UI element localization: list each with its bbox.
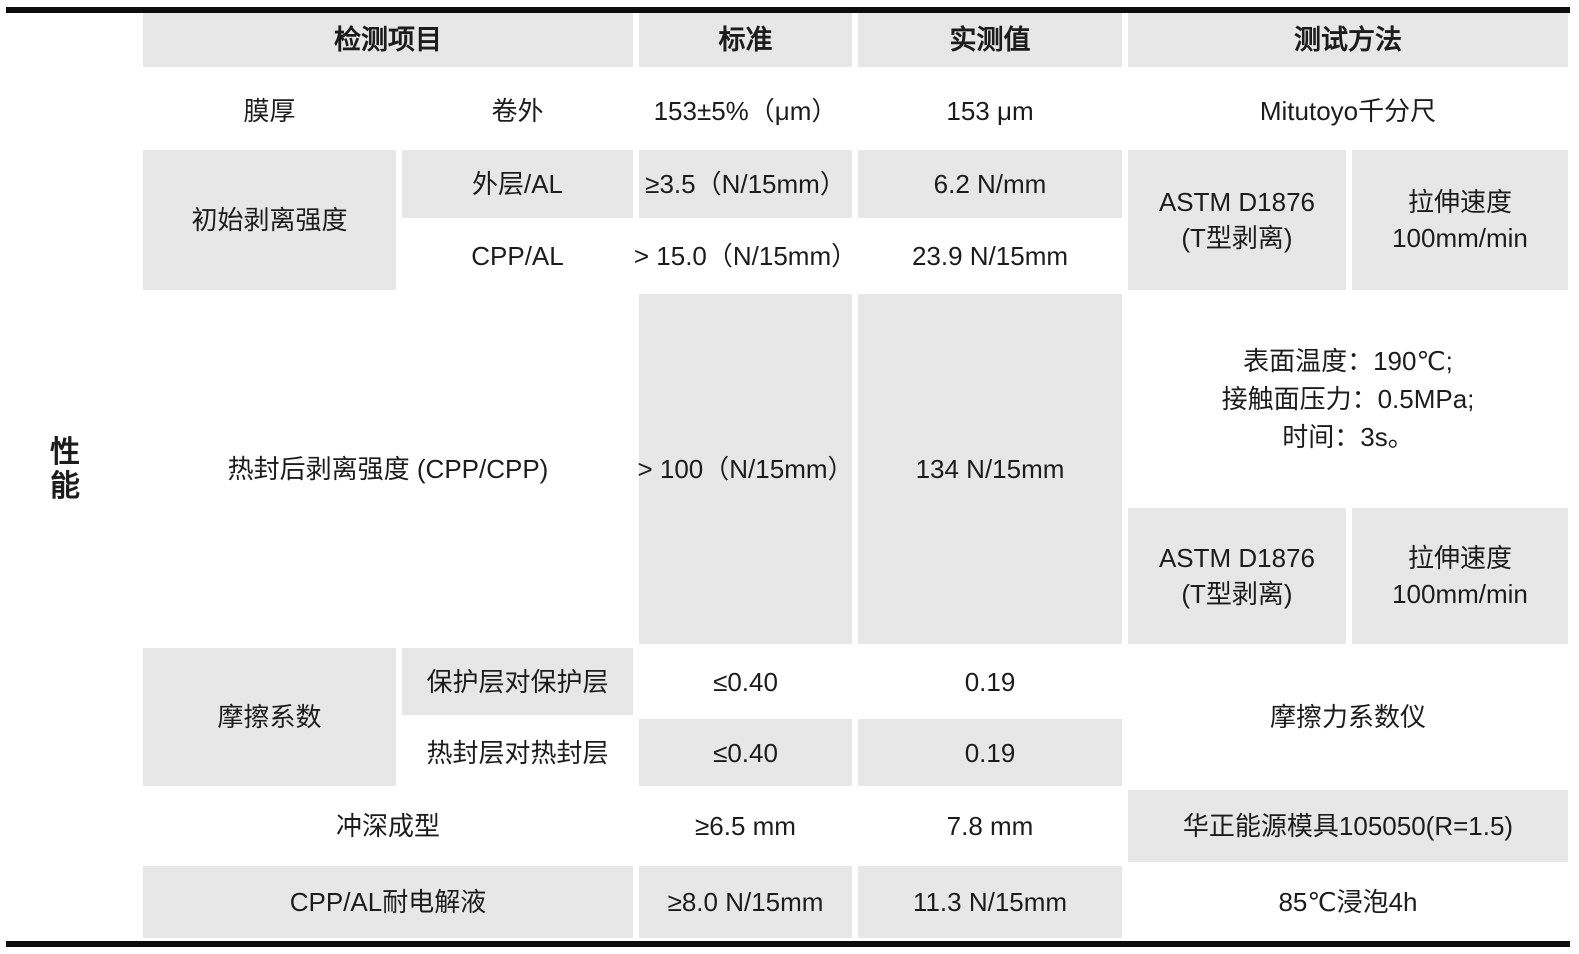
- column-header-item: 检测项目: [143, 13, 633, 67]
- cell-deep-draw-item: 冲深成型: [335, 811, 440, 841]
- cell-film-method: Mitutoyo千分尺: [1259, 95, 1437, 126]
- cell-electrolyte-method: 85℃浸泡4h: [1278, 887, 1418, 917]
- cell-initial-peel-outer-standard: ≥3.5（N/15mm）: [639, 150, 852, 218]
- column-header-method: 测试方法: [1128, 13, 1568, 67]
- cell-film-item: 膜厚: [243, 95, 296, 126]
- cell-initial-peel-outer-sub: 外层/AL: [402, 150, 633, 218]
- cell-electrolyte-measured: 11.3 N/15mm: [858, 866, 1122, 938]
- cell-film-measured: 153 μm: [946, 95, 1034, 126]
- cell-film-sub: 卷外: [491, 95, 544, 126]
- cell-heat-seal-speed: 拉伸速度 100mm/min: [1352, 508, 1568, 644]
- top-rule: [6, 7, 1570, 13]
- cell-heat-seal-condition: 表面温度：190℃; 接触面压力：0.5MPa; 时间：3s。: [1128, 294, 1568, 503]
- speed-line: 拉伸速度: [1407, 543, 1512, 573]
- cell-friction-seal-sub: 热封层对热封层: [426, 737, 609, 768]
- cell-friction-seal-standard: ≤0.40: [639, 719, 852, 786]
- cell-initial-peel-cpp-sub: CPP/AL: [471, 241, 564, 271]
- cell-friction-protect-standard: ≤0.40: [713, 666, 778, 697]
- cell-friction-protect-measured: 0.19: [964, 666, 1016, 697]
- cell-deep-draw-method: 华正能源模具105050(R=1.5): [1128, 790, 1568, 862]
- bottom-rule: [6, 941, 1570, 947]
- method-line: ASTM D1876: [1158, 543, 1316, 573]
- cell-electrolyte-item: CPP/AL耐电解液: [143, 866, 633, 938]
- cell-film-standard: 153±5%（μm）: [653, 95, 838, 126]
- cell-initial-peel-outer-measured: 6.2 N/mm: [858, 150, 1122, 218]
- cell-initial-peel-method: ASTM D1876 (T型剥离): [1128, 150, 1346, 290]
- condition-line: 表面温度：190℃;: [1243, 345, 1453, 376]
- cell-heat-seal-method: ASTM D1876 (T型剥离): [1128, 508, 1346, 644]
- cell-initial-peel-cpp-standard: > 15.0（N/15mm）: [633, 241, 858, 271]
- cell-friction-seal-measured: 0.19: [858, 719, 1122, 786]
- method-line: ASTM D1876: [1158, 187, 1316, 217]
- cell-initial-peel-cpp-measured: 23.9 N/15mm: [911, 241, 1069, 271]
- cell-heat-seal-standard: > 100（N/15mm）: [637, 294, 854, 644]
- cell-friction-item: 摩擦系数: [143, 648, 396, 786]
- cell-initial-peel-item: 初始剥离强度: [143, 150, 396, 290]
- speed-line: 拉伸速度: [1407, 187, 1512, 217]
- method-line: (T型剥离): [1181, 223, 1293, 253]
- column-header-measured: 实测值: [858, 13, 1122, 67]
- cell-deep-draw-measured: 7.8 mm: [946, 811, 1034, 841]
- speed-line: 100mm/min: [1392, 223, 1528, 253]
- condition-line: 接触面压力：0.5MPa;: [1221, 383, 1475, 414]
- row-group-label-performance: 性能: [50, 436, 80, 503]
- column-header-standard: 标准: [639, 13, 852, 67]
- condition-line: 时间：3s。: [1282, 421, 1414, 452]
- cell-electrolyte-standard: ≥8.0 N/15mm: [639, 866, 852, 938]
- cell-deep-draw-standard: ≥6.5 mm: [695, 811, 796, 841]
- cell-initial-peel-speed: 拉伸速度 100mm/min: [1352, 150, 1568, 290]
- cell-heat-seal-item: 热封后剥离强度 (CPP/CPP): [227, 454, 549, 484]
- cell-friction-protect-sub: 保护层对保护层: [402, 648, 633, 715]
- method-line: (T型剥离): [1181, 579, 1293, 609]
- speed-line: 100mm/min: [1392, 579, 1528, 609]
- cell-heat-seal-measured: 134 N/15mm: [858, 294, 1122, 644]
- cell-friction-method: 摩擦力系数仪: [1269, 702, 1426, 732]
